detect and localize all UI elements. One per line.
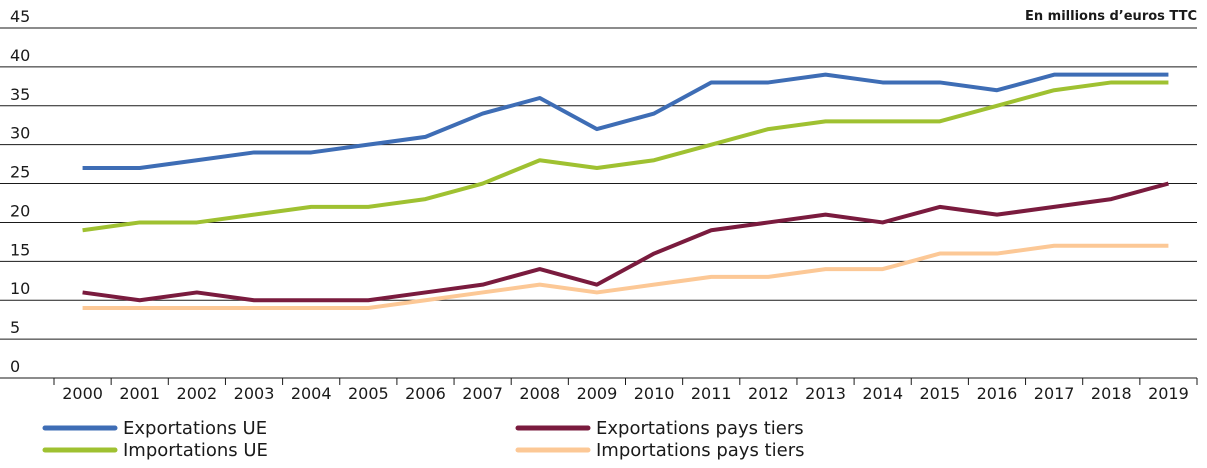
x-tick-label: 2017 [1034,384,1075,403]
y-tick-label: 10 [10,279,30,298]
x-tick-label: 2001 [119,384,160,403]
y-tick-label: 35 [10,85,30,104]
x-tick-label: 2016 [977,384,1018,403]
unit-label: En millions d’euros TTC [1025,9,1197,24]
series-line [82,181,1169,303]
y-tick-label: 20 [10,201,30,220]
x-tick-label: 2019 [1148,384,1189,403]
legend-label: Exportations pays tiers [596,418,804,439]
y-tick-label: 0 [10,357,20,376]
x-tick-label: 2004 [291,384,332,403]
x-tick-label: 2002 [177,384,218,403]
x-tick-label: 2009 [577,384,618,403]
y-tick-label: 5 [10,318,20,337]
x-tick-label: 2000 [62,384,103,403]
y-tick-label: 25 [10,163,30,182]
x-tick-label: 2014 [862,384,903,403]
legend-label: Exportations UE [123,418,267,439]
x-tick-label: 2018 [1091,384,1132,403]
x-tick-label: 2011 [691,384,732,403]
y-tick-label: 45 [10,7,30,26]
series-line [82,72,1169,170]
x-tick-label: 2012 [748,384,789,403]
x-tick-label: 2013 [805,384,846,403]
series-line [82,80,1169,233]
x-tick-label: 2006 [405,384,446,403]
series-line [82,243,1169,310]
y-tick-label: 15 [10,240,30,259]
y-tick-label: 30 [10,124,30,143]
x-tick-label: 2015 [919,384,960,403]
legend-label: Importations UE [123,440,268,461]
x-tick-label: 2010 [634,384,675,403]
x-tick-label: 2007 [462,384,503,403]
x-tick-label: 2008 [519,384,560,403]
y-tick-label: 40 [10,46,30,65]
legend-label: Importations pays tiers [596,440,804,461]
x-tick-label: 2005 [348,384,389,403]
x-tick-label: 2003 [234,384,275,403]
